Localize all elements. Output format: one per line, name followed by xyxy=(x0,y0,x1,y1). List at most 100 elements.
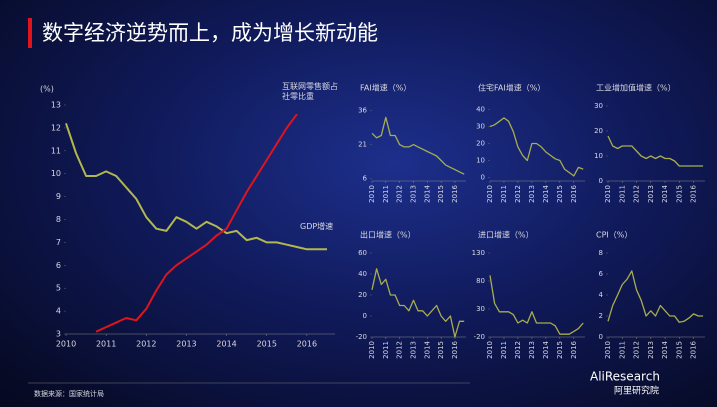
y-tick-label: 30 xyxy=(476,305,485,313)
x-tick-label: 2010 xyxy=(486,185,494,203)
x-tick-label: 2014 xyxy=(423,184,431,202)
x-tick-label: 2012 xyxy=(514,185,522,203)
y-tick-label: 2 xyxy=(599,312,603,320)
x-tick-label: 2013 xyxy=(528,341,536,359)
y-tick-label: 4 xyxy=(56,307,61,316)
series-line xyxy=(607,270,704,323)
x-tick-label: 2010 xyxy=(486,341,494,359)
x-tick-label: 2014 xyxy=(542,340,550,358)
slide-title: 数字经济逆势而上，成为增长新动能 xyxy=(42,21,378,45)
y-tick-label: 20 xyxy=(476,140,485,148)
series-line xyxy=(489,117,584,177)
y-tick-label: 13 xyxy=(51,101,61,110)
x-tick-label: 2014 xyxy=(216,340,236,349)
x-tick-label: 2016 xyxy=(570,184,578,202)
series-line xyxy=(95,113,298,333)
x-tick-label: 2011 xyxy=(500,185,508,203)
chart-title: 工业增加值增速（%） xyxy=(596,83,676,93)
x-tick-label: 2011 xyxy=(382,185,390,203)
y-tick-label: 36 xyxy=(358,107,367,115)
x-tick-label: 2016 xyxy=(690,340,698,358)
x-tick-label: 2010 xyxy=(604,185,612,203)
y-tick-label: 6 xyxy=(363,175,368,183)
x-tick-label: 2012 xyxy=(633,185,641,203)
x-tick-label: 2011 xyxy=(96,340,116,349)
y-tick-label: -20 xyxy=(356,333,367,341)
y-tick-label: 8 xyxy=(599,249,603,257)
x-tick-label: 2016 xyxy=(451,184,459,202)
y-tick-label: 30 xyxy=(476,122,485,130)
x-tick-label: 2011 xyxy=(618,341,626,359)
y-tick-label: 80 xyxy=(476,277,485,285)
chart-title: 进口增速（%） xyxy=(478,230,534,240)
x-tick-label: 2015 xyxy=(437,341,445,359)
x-tick-label: 2011 xyxy=(618,185,626,203)
x-tick-label: 2014 xyxy=(542,184,550,202)
y-tick-label: 3 xyxy=(56,330,61,339)
y-tick-label: 4 xyxy=(599,291,604,299)
x-tick-label: 2013 xyxy=(409,341,417,359)
y-tick-label: 10 xyxy=(476,157,485,165)
x-tick-label: 2014 xyxy=(661,184,669,202)
y-tick-label: 21 xyxy=(358,141,367,149)
chart-title: FAI增速（%） xyxy=(360,83,411,93)
chart-title: 出口增速（%） xyxy=(360,230,416,240)
x-tick-label: 2012 xyxy=(396,341,404,359)
x-tick-label: 2012 xyxy=(396,185,404,203)
x-tick-label: 2012 xyxy=(633,341,641,359)
series-line xyxy=(371,268,465,338)
y-tick-label: 30 xyxy=(594,102,603,110)
x-tick-label: 2010 xyxy=(368,341,376,359)
y-tick-label: 0 xyxy=(481,174,485,182)
x-tick-label: 2016 xyxy=(451,340,459,358)
y-tick-label: 12 xyxy=(51,123,61,132)
x-tick-label: 2012 xyxy=(514,341,522,359)
y-tick-label: -20 xyxy=(474,333,485,341)
y-tick-label: 20 xyxy=(594,127,603,135)
x-tick-label: 2010 xyxy=(604,341,612,359)
series-line xyxy=(489,275,584,335)
x-tick-label: 2012 xyxy=(136,340,156,349)
source: 数据来源：国家统计局 xyxy=(34,389,104,398)
y-tick-label: 6 xyxy=(599,270,604,278)
y-tick-label: 40 xyxy=(476,105,485,113)
x-tick-label: 2014 xyxy=(423,340,431,358)
x-tick-label: 2010 xyxy=(368,185,376,203)
y-tick-label: 40 xyxy=(358,270,367,278)
y-tick-label: 5 xyxy=(56,284,61,293)
y-tick-label: 0 xyxy=(599,177,603,185)
x-tick-label: 2011 xyxy=(500,341,508,359)
x-tick-label: 2015 xyxy=(556,341,564,359)
x-tick-label: 2015 xyxy=(556,185,564,203)
series-label: GDP增速 xyxy=(300,222,334,231)
logo-sub: 阿里研究院 xyxy=(614,385,659,397)
y-tick-label: 9 xyxy=(56,192,61,201)
series-line xyxy=(65,122,327,251)
x-tick-label: 2013 xyxy=(176,340,196,349)
y-tick-label: 6 xyxy=(56,261,61,270)
x-tick-label: 2015 xyxy=(675,185,683,203)
title-bar xyxy=(28,18,32,48)
y-tick-label: 7 xyxy=(56,238,61,247)
series-line xyxy=(607,135,704,167)
series-label: 互联网零售额占社零比重 xyxy=(282,82,338,101)
x-tick-label: 2016 xyxy=(297,340,317,349)
y-tick-label: 20 xyxy=(358,291,367,299)
y-tick-label: 11 xyxy=(51,146,61,155)
x-tick-label: 2016 xyxy=(690,184,698,202)
y-tick-label: 8 xyxy=(56,215,61,224)
x-tick-label: 2013 xyxy=(647,341,655,359)
y-tick-label: 60 xyxy=(358,249,367,257)
chart-title: CPI（%） xyxy=(596,231,632,240)
series-line xyxy=(371,116,465,175)
y-tick-label: 10 xyxy=(594,152,603,160)
x-tick-label: 2013 xyxy=(409,185,417,203)
x-tick-label: 2015 xyxy=(675,341,683,359)
x-tick-label: 2015 xyxy=(437,185,445,203)
x-tick-label: 2013 xyxy=(528,185,536,203)
y-axis-label: (%) xyxy=(40,85,54,94)
x-tick-label: 2016 xyxy=(570,340,578,358)
y-tick-label: 0 xyxy=(363,312,367,320)
